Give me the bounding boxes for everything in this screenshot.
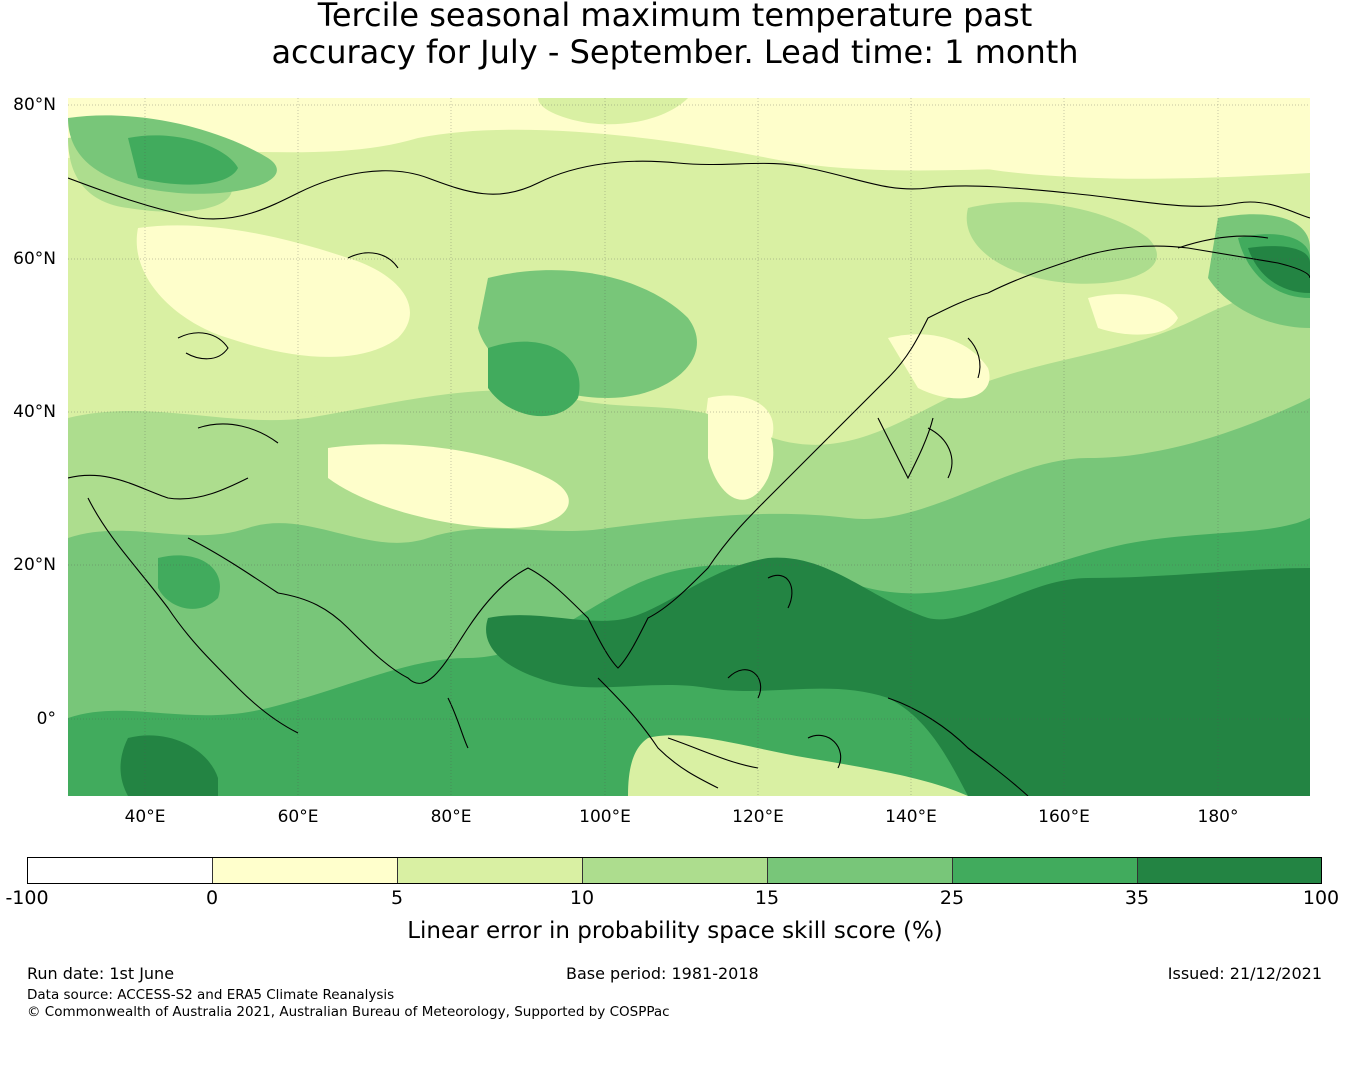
colorbar-tick-10: 10 (569, 887, 595, 909)
colorbar-tick-0: 0 (205, 887, 219, 909)
colorbar-segment-10-15 (583, 858, 768, 883)
colorbar-segment-35-100 (1138, 858, 1321, 883)
copyright-notice: © Commonwealth of Australia 2021, Austra… (27, 1004, 670, 1020)
issued-date: Issued: 21/12/2021 (1167, 964, 1322, 983)
lat-label-60n: 60°N (13, 249, 56, 269)
lon-label-40e: 40°E (124, 807, 166, 827)
lat-label-20n: 20°N (13, 555, 56, 575)
lon-label-80e: 80°E (430, 807, 472, 827)
lon-label-140e: 140°E (885, 807, 937, 827)
lat-label-equator: 0° (36, 709, 56, 729)
lon-label-120e: 120°E (732, 807, 784, 827)
lon-label-100e: 100°E (579, 807, 631, 827)
colorbar-segment-25-35 (953, 858, 1138, 883)
colorbar-segment-15-25 (768, 858, 953, 883)
colorbar (27, 857, 1322, 884)
lon-label-160e: 160°E (1038, 807, 1090, 827)
colorbar-tick-25: 25 (939, 887, 965, 909)
colorbar-tick-5: 5 (390, 887, 404, 909)
skill-score-field (68, 98, 1310, 796)
lon-label-60e: 60°E (277, 807, 319, 827)
colorbar-tick-15: 15 (754, 887, 780, 909)
graticule (68, 98, 1310, 796)
colorbar-label: Linear error in probability space skill … (407, 918, 943, 944)
skill-score-map (68, 98, 1310, 796)
base-period: Base period: 1981-2018 (566, 964, 759, 983)
colorbar-tick-35: 35 (1124, 887, 1150, 909)
chart-title-line-1: Tercile seasonal maximum temperature pas… (317, 0, 1033, 34)
coastlines (68, 160, 1310, 796)
data-source: Data source: ACCESS-S2 and ERA5 Climate … (27, 987, 395, 1003)
run-date: Run date: 1st June (27, 964, 175, 983)
colorbar-segment-neg100-0 (28, 858, 213, 883)
lon-label-180: 180° (1197, 807, 1239, 827)
colorbar-segment-5-10 (398, 858, 583, 883)
colorbar-tick-neg100: -100 (5, 887, 49, 909)
lat-label-40n: 40°N (13, 402, 56, 422)
colorbar-segment-0-5 (213, 858, 398, 883)
colorbar-tick-100: 100 (1302, 887, 1340, 909)
lat-label-80n: 80°N (13, 95, 56, 115)
chart-title-line-2: accuracy for July - September. Lead time… (271, 33, 1079, 71)
